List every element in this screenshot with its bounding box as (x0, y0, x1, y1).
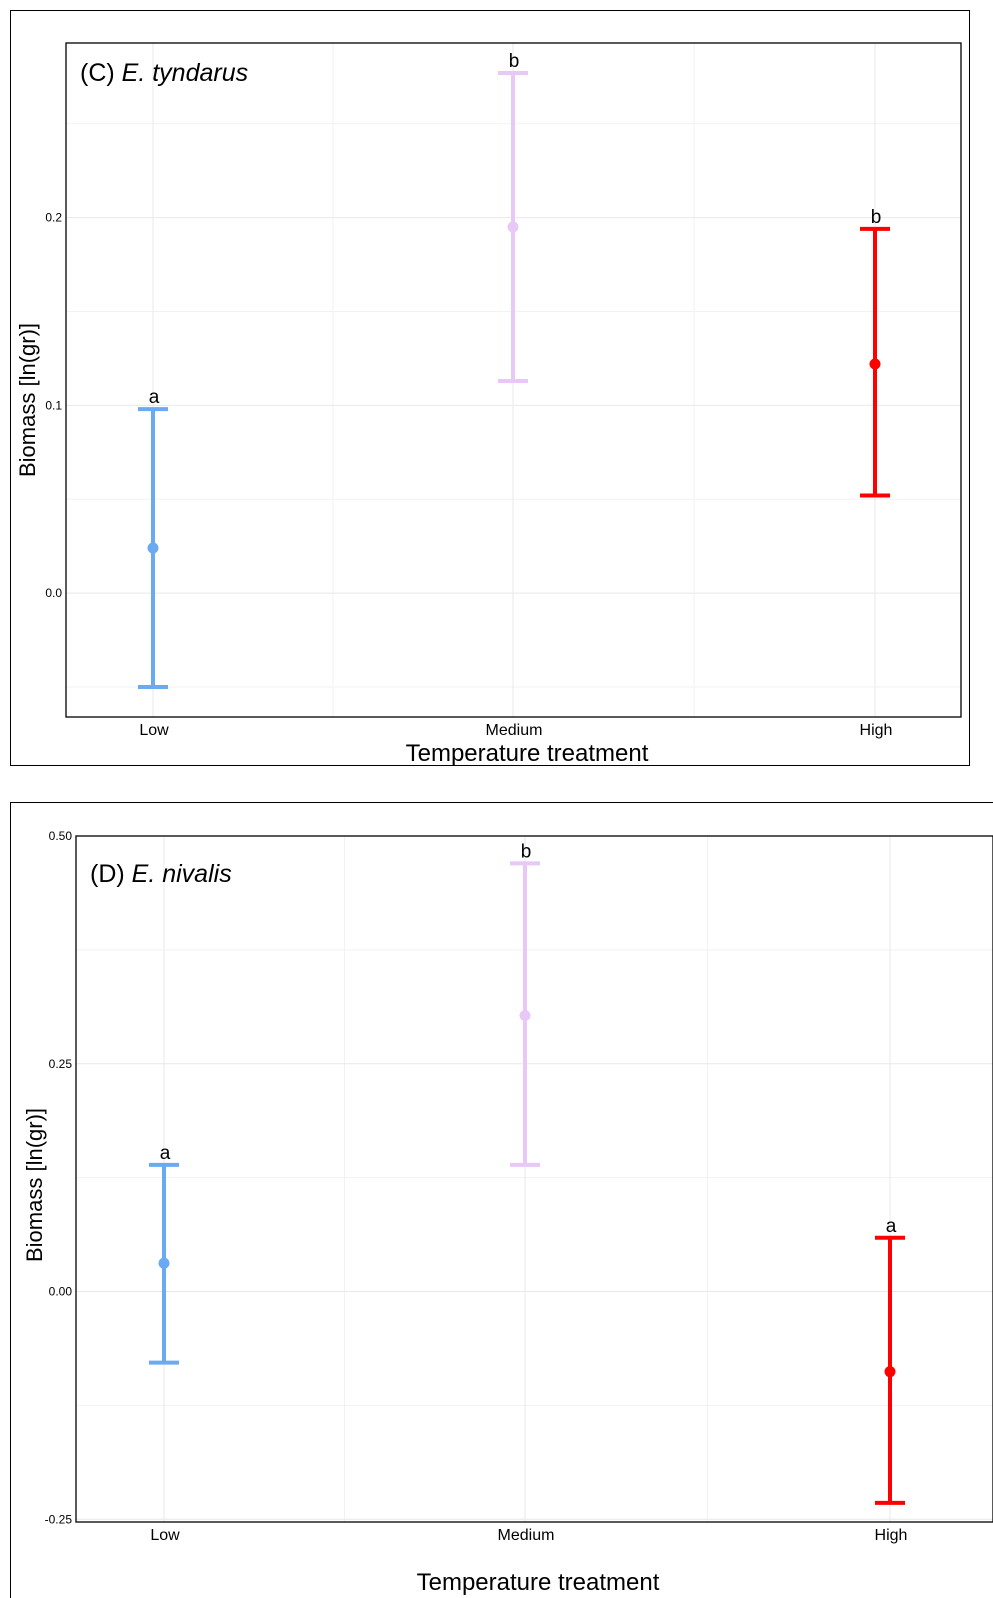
x-tick-label: High (875, 1527, 908, 1544)
x-axis-title: Temperature treatment (417, 1569, 660, 1596)
panel-title-species: E. tyndarus (122, 59, 248, 87)
y-tick-label: 0.1 (45, 398, 62, 412)
chart-panel-c (10, 10, 970, 766)
significance-letter: a (886, 1216, 897, 1237)
x-tick-label: Low (139, 722, 169, 739)
significance-letter: b (871, 207, 882, 228)
significance-letter: a (149, 387, 160, 408)
x-tick-label: Low (150, 1527, 180, 1544)
plot-border (65, 42, 962, 718)
y-tick-label: 0.0 (45, 586, 62, 600)
y-tick-label: 0.00 (49, 1285, 73, 1299)
y-tick-label: 0.25 (49, 1057, 73, 1071)
plot-border (75, 835, 993, 1523)
x-tick-label: Medium (486, 722, 543, 739)
x-tick-label: Medium (498, 1527, 555, 1544)
chart-plot-c: 0.0 0.1 0.2 Low Medium High Temperature treatm… (15, 42, 962, 767)
panel-title-prefix: (D) (90, 860, 132, 888)
mean-point (147, 542, 159, 554)
panel-title-prefix: (C) (80, 59, 122, 87)
mean-point (507, 221, 519, 233)
y-axis-title: Biomass [ln(gr)] (22, 1108, 47, 1262)
panel-title: (C) E. tyndarus (80, 59, 248, 87)
significance-letter: a (160, 1143, 171, 1164)
significance-letter: b (509, 51, 520, 72)
y-tick-label: 0.2 (45, 211, 62, 225)
mean-point (519, 1009, 531, 1021)
x-axis-title: Temperature treatment (406, 740, 649, 767)
chart-plot-d: -0.25 0.00 0.25 0.50 Low Medium High Temperatur… (22, 829, 993, 1596)
y-tick-label: 0.50 (49, 829, 73, 843)
mean-point (884, 1366, 896, 1378)
y-tick-label: -0.25 (45, 1512, 73, 1526)
significance-letter: b (521, 841, 532, 862)
y-axis-title: Biomass [ln(gr)] (15, 323, 40, 477)
mean-point (158, 1257, 170, 1269)
panel-title-species: E. nivalis (132, 860, 232, 888)
mean-point (869, 358, 881, 370)
panel-title: (D) E. nivalis (90, 860, 232, 888)
x-tick-label: High (860, 722, 893, 739)
chart-panel-d (10, 802, 993, 1598)
